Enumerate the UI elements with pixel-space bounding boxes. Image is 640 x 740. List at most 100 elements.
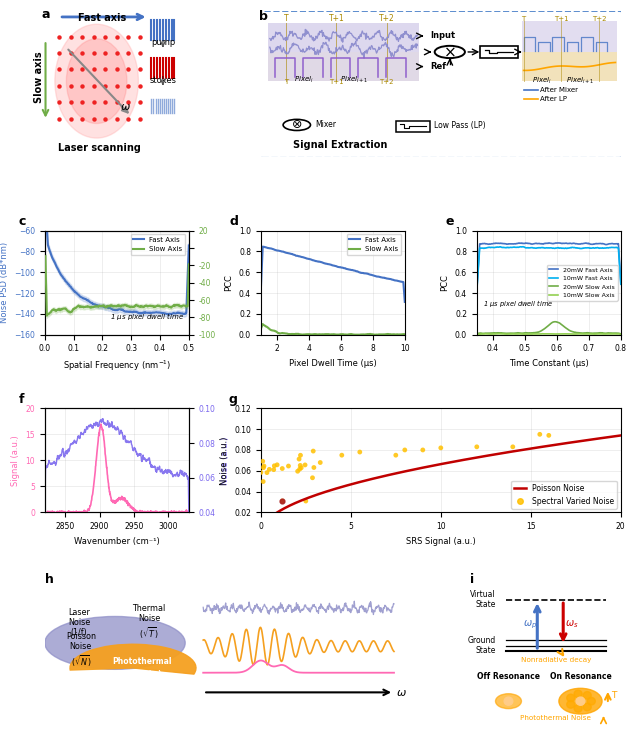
FancyBboxPatch shape [259,11,623,158]
Text: T+1: T+1 [328,13,344,23]
Text: $Pixel_i$: $Pixel_i$ [532,76,552,87]
Text: Thermal
Noise
($\sqrt{T}$): Thermal Noise ($\sqrt{T}$) [132,604,166,642]
Circle shape [576,697,585,705]
Point [390,449,401,461]
Circle shape [588,697,595,705]
Text: Off Resonance: Off Resonance [477,673,540,682]
Point [308,445,318,457]
Text: T+2: T+2 [379,13,395,23]
Point [534,428,545,440]
Circle shape [583,692,591,699]
Text: e: e [445,215,454,229]
Point [508,441,518,453]
Text: T: T [284,79,288,85]
Text: 1 $\mu$s pixel dwell time: 1 $\mu$s pixel dwell time [110,311,184,321]
Text: 1 $\mu$s pixel dwell time: 1 $\mu$s pixel dwell time [483,298,553,309]
Y-axis label: Noise PSD (dB*nm): Noise PSD (dB*nm) [0,242,9,323]
Point [296,449,306,461]
Bar [268,23,419,52]
Text: Virtual
State: Virtual State [470,590,495,609]
Legend: Poisson Noise, Spectral Varied Noise: Poisson Noise, Spectral Varied Noise [511,481,617,508]
Point [301,495,311,507]
Wedge shape [70,645,196,674]
Text: $\omega_s$: $\omega_s$ [565,619,579,630]
Text: g: g [228,393,237,406]
Point [269,460,280,471]
Text: $\omega$: $\omega$ [396,688,406,698]
Point [543,429,554,441]
Text: T: T [522,16,525,21]
Y-axis label: Noise (a.u.): Noise (a.u.) [220,436,228,485]
Ellipse shape [67,38,127,124]
Legend: Fast Axis, Slow Axis: Fast Axis, Slow Axis [347,234,401,255]
Text: $Pixel_{i+1}$: $Pixel_{i+1}$ [340,75,369,85]
X-axis label: Wavenumber (cm⁻¹): Wavenumber (cm⁻¹) [74,536,159,546]
Circle shape [574,704,582,712]
Y-axis label: Noise (a.u.): Noise (a.u.) [221,436,230,485]
Text: a: a [42,8,51,21]
Point [399,444,410,456]
X-axis label: Spatial Frequency (nm$^{-1}$): Spatial Frequency (nm$^{-1}$) [63,359,171,374]
Point [272,459,282,471]
Ellipse shape [495,693,522,709]
Text: Low Pass (LP): Low Pass (LP) [433,121,485,130]
Ellipse shape [55,24,138,138]
Point [284,460,294,472]
Text: Signal Extraction: Signal Extraction [293,141,387,150]
Text: i: i [470,574,474,586]
Text: Fast axis: Fast axis [78,13,127,22]
Text: T: T [284,13,288,23]
Circle shape [566,701,575,708]
Text: T+2: T+2 [592,16,607,21]
Text: After Mixer: After Mixer [540,87,578,93]
Bar [522,52,617,81]
Point [264,463,275,475]
Point [418,444,428,456]
X-axis label: SRS Signal (a.u.): SRS Signal (a.u.) [406,536,476,546]
Text: Laser
Noise
(1/f): Laser Noise (1/f) [68,608,90,637]
Point [307,472,317,484]
Point [258,476,268,488]
Point [259,460,269,472]
Text: c: c [19,215,26,229]
Text: Mixer: Mixer [315,121,336,130]
Legend: Fast Axis, Slow Axis: Fast Axis, Slow Axis [131,234,186,255]
FancyBboxPatch shape [396,121,430,132]
FancyBboxPatch shape [268,23,419,81]
Text: Ref: Ref [430,62,446,71]
Point [355,446,365,458]
Legend: 20mW Fast Axis, 10mW Fast Axis, 20mW Slow Axis, 10mW Slow Axis: 20mW Fast Axis, 10mW Fast Axis, 20mW Slo… [547,265,618,300]
Text: $\omega_p$: $\omega_p$ [523,619,537,631]
Circle shape [504,697,513,705]
Point [315,457,325,468]
Point [292,465,303,477]
Text: pump: pump [151,38,175,47]
Point [308,462,319,474]
Point [300,459,310,471]
Bar [268,52,419,81]
Text: $\omega$: $\omega$ [120,102,131,112]
Point [262,467,272,479]
Text: Ground
State: Ground State [467,636,495,656]
Y-axis label: PCC: PCC [225,275,234,291]
Point [258,455,268,467]
Circle shape [583,703,591,711]
Point [256,466,266,478]
Point [277,462,287,474]
FancyBboxPatch shape [481,46,518,58]
Ellipse shape [559,688,602,714]
Text: h: h [45,574,54,586]
Text: b: b [259,10,268,23]
X-axis label: Pixel Dwell Time (μs): Pixel Dwell Time (μs) [289,359,377,368]
Text: T+1: T+1 [329,79,344,85]
Text: Poisson
Noise
($\sqrt{N}$): Poisson Noise ($\sqrt{N}$) [66,632,96,669]
Text: On Resonance: On Resonance [550,673,611,682]
Text: $Pixel_i$: $Pixel_i$ [294,75,314,85]
Text: T+1: T+1 [554,16,569,21]
Point [295,460,305,471]
Point [472,441,482,453]
Bar [522,21,617,52]
Circle shape [574,690,582,698]
Point [277,495,287,507]
Text: f: f [19,393,24,406]
